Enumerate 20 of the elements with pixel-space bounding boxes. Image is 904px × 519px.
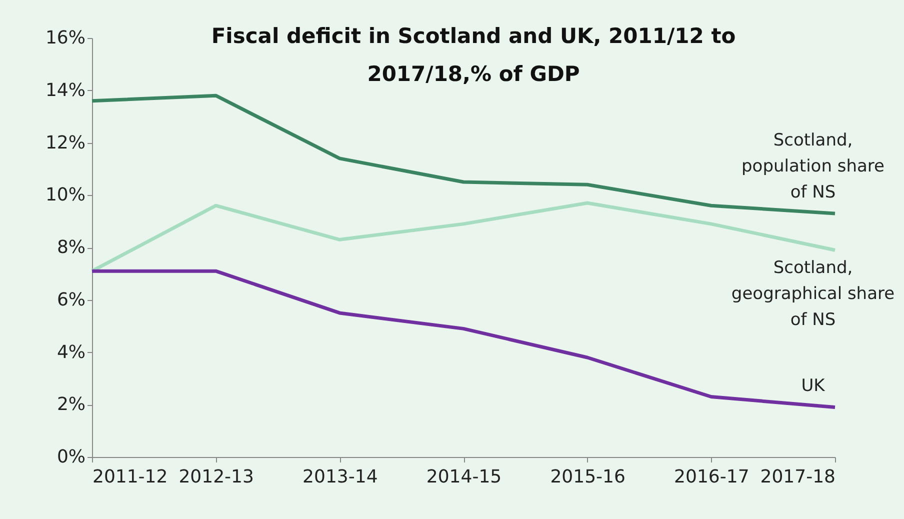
y-tick-label: 14% bbox=[45, 80, 86, 101]
x-tick-label: 2015-16 bbox=[550, 466, 626, 488]
x-tick-label: 2013-14 bbox=[302, 466, 378, 488]
series-label: Scotland, population share of NS bbox=[742, 130, 884, 202]
x-tick-label: 2016-17 bbox=[674, 466, 750, 488]
series-label: Scotland, geographical share of NS bbox=[731, 258, 895, 330]
y-tick-label: 2% bbox=[56, 394, 86, 416]
y-tick-label: 12% bbox=[45, 132, 86, 154]
x-tick-label: 2017-18 bbox=[760, 466, 836, 488]
x-tick-label: 2014-15 bbox=[426, 466, 502, 488]
y-tick-label: 10% bbox=[45, 184, 86, 206]
x-tick-label: 2011-12 bbox=[92, 466, 168, 488]
y-tick-label: 4% bbox=[56, 342, 86, 363]
y-tick-label: 16% bbox=[45, 28, 86, 48]
x-tick-label: 2012-13 bbox=[178, 466, 254, 488]
y-tick-label: 0% bbox=[56, 446, 86, 468]
chart-title: Fiscal deficit in Scotland and UK, 2011/12 to 2017/18,% of GDP bbox=[211, 24, 736, 86]
y-tick-label: 6% bbox=[56, 289, 86, 310]
y-tick-label: 8% bbox=[56, 237, 86, 258]
series-label: UK bbox=[801, 376, 826, 396]
